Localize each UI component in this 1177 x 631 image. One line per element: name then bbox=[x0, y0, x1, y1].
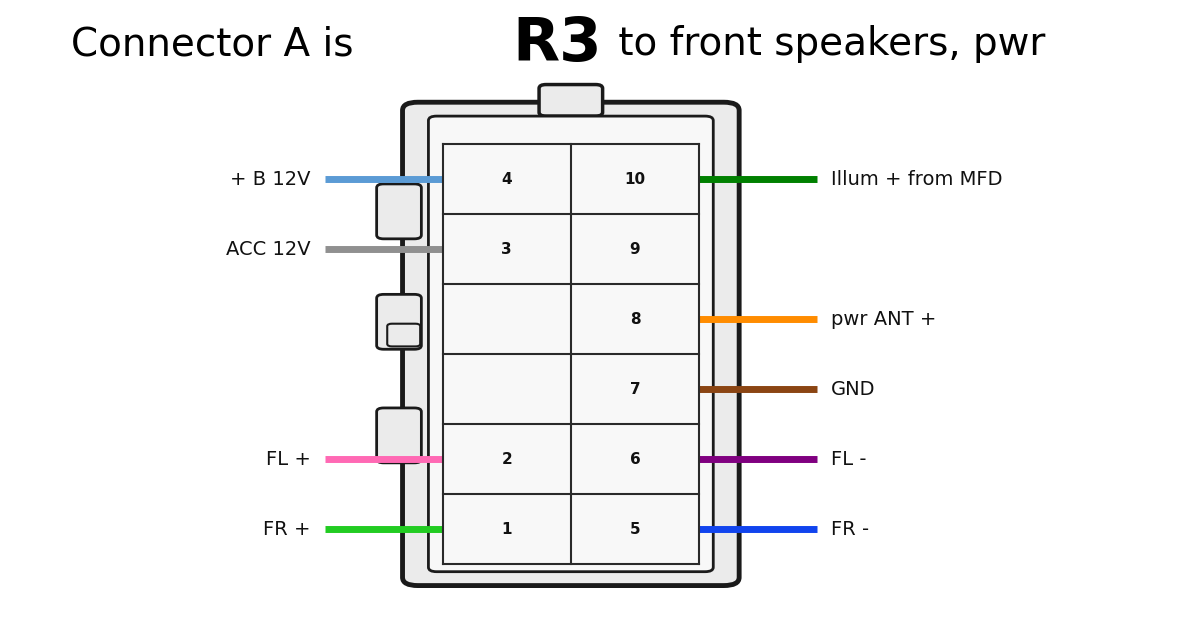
FancyBboxPatch shape bbox=[377, 408, 421, 463]
FancyBboxPatch shape bbox=[539, 85, 603, 116]
Text: ACC 12V: ACC 12V bbox=[226, 240, 311, 259]
Text: 1: 1 bbox=[501, 522, 512, 536]
Text: FR -: FR - bbox=[831, 520, 869, 539]
FancyBboxPatch shape bbox=[428, 116, 713, 572]
Text: Connector A is: Connector A is bbox=[71, 25, 366, 63]
Text: 9: 9 bbox=[630, 242, 640, 257]
FancyBboxPatch shape bbox=[387, 324, 420, 346]
Text: FL -: FL - bbox=[831, 450, 866, 469]
Text: GND: GND bbox=[831, 380, 876, 399]
Text: 10: 10 bbox=[625, 172, 645, 187]
Text: FL +: FL + bbox=[266, 450, 311, 469]
Text: Illum + from MFD: Illum + from MFD bbox=[831, 170, 1003, 189]
Text: 7: 7 bbox=[630, 382, 640, 397]
Text: pwr ANT +: pwr ANT + bbox=[831, 310, 937, 329]
Text: 3: 3 bbox=[501, 242, 512, 257]
FancyBboxPatch shape bbox=[377, 184, 421, 239]
Text: 4: 4 bbox=[501, 172, 512, 187]
Text: FR +: FR + bbox=[264, 520, 311, 539]
Text: + B 12V: + B 12V bbox=[231, 170, 311, 189]
Text: 5: 5 bbox=[630, 522, 640, 536]
Text: to front speakers, pwr: to front speakers, pwr bbox=[606, 25, 1045, 63]
Text: R3: R3 bbox=[512, 15, 601, 74]
FancyBboxPatch shape bbox=[377, 294, 421, 349]
Text: 2: 2 bbox=[501, 452, 512, 467]
FancyBboxPatch shape bbox=[403, 102, 739, 586]
Text: 8: 8 bbox=[630, 312, 640, 327]
Text: 6: 6 bbox=[630, 452, 640, 467]
